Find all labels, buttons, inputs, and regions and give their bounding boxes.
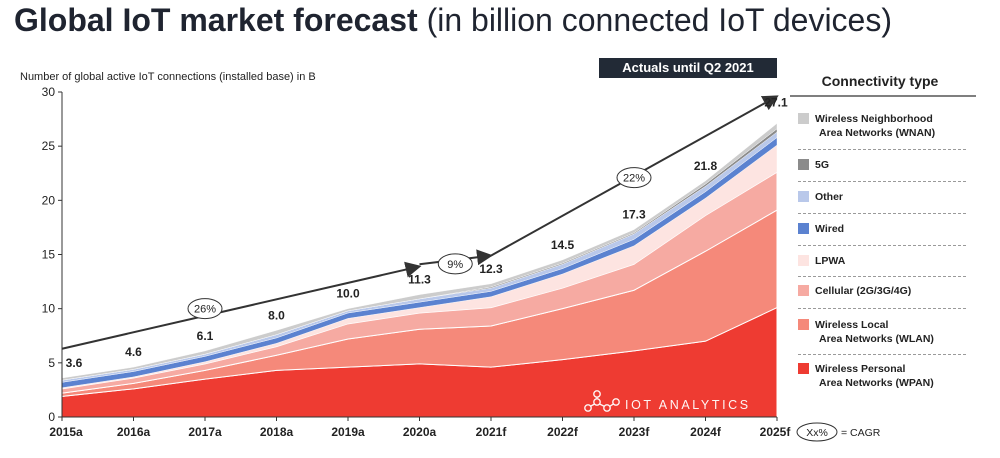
total-label: 4.6 [125,345,142,359]
total-label: 10.0 [336,287,360,301]
x-tick-label: 2023f [619,425,651,439]
actuals-banner: Actuals until Q2 2021 [599,58,777,78]
legend-separator [798,245,966,246]
cagr-label: 22% [623,173,645,185]
legend-separator [798,354,966,355]
brand-text: IOT ANALYTICS [625,398,751,412]
y-tick-label: 20 [42,193,56,207]
legend-label: Cellular (2G/3G/4G) [815,285,912,297]
x-tick-label: 2021f [476,425,508,439]
network-icon [584,390,620,412]
legend-divider [790,95,976,97]
y-tick-label: 10 [42,302,56,316]
total-label: 21.8 [694,159,718,173]
legend-title: Connectivity type [821,73,939,89]
legend-swatch [798,319,809,330]
x-tick-label: 2024f [690,425,722,439]
legend-swatch [798,159,809,170]
total-label: 6.1 [197,329,214,343]
legend-swatch [798,255,809,266]
total-label: 8.0 [268,308,285,322]
cagr-ellipse [187,298,223,320]
page-title: Global IoT market forecast (in billion c… [14,2,892,39]
legend-swatch [798,285,809,296]
total-label: 27.1 [764,95,788,109]
cagr-ellipse [437,253,473,275]
total-label: 3.6 [66,356,83,370]
y-axis-label: Number of global active IoT connections … [20,71,316,83]
cagr-ellipse [616,167,652,189]
legend-label: Wireless Neighborhood Area Networks (WNAN… [815,113,936,139]
legend-label: 5G [815,159,830,171]
total-label: 14.5 [551,238,575,252]
y-tick-label: 0 [48,410,55,424]
x-tick-label: 2018a [260,425,294,439]
legend-separator [798,308,966,309]
x-tick-label: 2022f [547,425,579,439]
y-tick-label: 15 [42,248,56,262]
cagr-label: 26% [194,304,216,316]
legend-separator [798,149,966,150]
legend-swatch [798,191,809,202]
area-wireless-neighborhood-area-networks-wnan [61,122,778,381]
x-tick-label: 2025f [760,425,792,439]
legend-label: Wireless Local Area Networks (WLAN) [815,319,934,345]
legend-separator [798,213,966,214]
x-tick-label: 2015a [49,425,83,439]
cagr-arrow [61,261,422,350]
legend-label: Other [815,191,844,203]
title-main: Global IoT market forecast [14,2,418,38]
legend-label: Wireless Personal Area Networks (WPAN) [815,363,934,389]
cagr-text: = CAGR [841,427,881,439]
legend-swatch [798,363,809,374]
x-tick-label: 2016a [117,425,151,439]
total-label: 12.3 [479,262,503,276]
y-tick-label: 5 [48,356,55,370]
y-tick-label: 30 [42,85,56,99]
brand-logo: IOT ANALYTICS [584,390,751,412]
x-tick-label: 2017a [188,425,222,439]
cagr-ellipse-icon [796,422,838,442]
legend-label: Wired [815,223,845,235]
legend-swatch [798,113,809,124]
legend-separator [798,181,966,182]
legend-separator [798,276,966,277]
cagr-note: Xx% = CAGR [796,422,881,442]
legend-label: LPWA [815,255,846,267]
y-tick-label: 25 [42,139,56,153]
legend-swatch [798,223,809,234]
cagr-label: 9% [447,259,463,271]
cagr-symbol: Xx% [806,427,828,439]
x-tick-label: 2019a [331,425,365,439]
total-label: 17.3 [622,208,646,222]
x-tick-label: 2020a [403,425,437,439]
title-subtitle: (in billion connected IoT devices) [417,2,892,38]
total-label: 11.3 [408,273,431,287]
